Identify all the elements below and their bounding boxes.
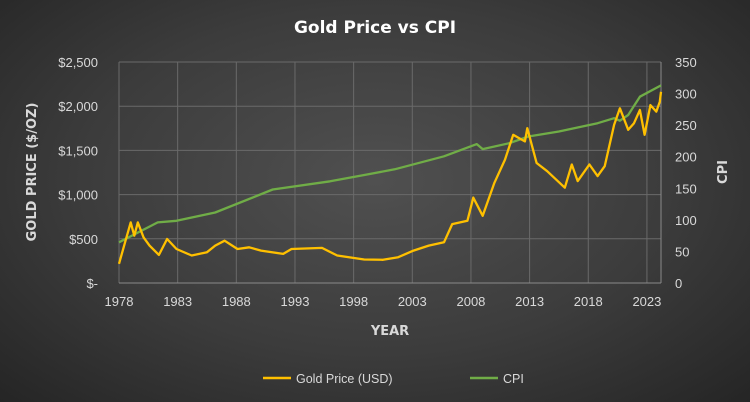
legend: Gold Price (USD) CPI xyxy=(263,372,524,386)
x-tick-label: 2003 xyxy=(398,294,427,309)
series-lines xyxy=(117,84,663,265)
x-tick-label: 1978 xyxy=(105,294,134,309)
x-tick-label: 1983 xyxy=(163,294,192,309)
y-axis-label: GOLD PRICE ($/OZ) xyxy=(25,103,40,242)
y2-tick-label: 0 xyxy=(675,276,682,291)
tick-labels: $- $500 $1,000 $1,500 $2,000 $2,500 0 50 100 150 2… xyxy=(58,55,696,309)
y-tick-label: $2,000 xyxy=(58,99,98,114)
y-tick-label: $1,000 xyxy=(58,188,98,203)
gold-price-line xyxy=(117,91,663,265)
y2-tick-label: 100 xyxy=(675,213,697,228)
x-tick-label: 1993 xyxy=(281,294,310,309)
x-tick-label: 2013 xyxy=(515,294,544,309)
x-tick-label: 1988 xyxy=(222,294,251,309)
x-tick-label: 2018 xyxy=(574,294,603,309)
y2-tick-label: 300 xyxy=(675,87,697,102)
y2-tick-label: 50 xyxy=(675,244,689,259)
legend-label-cpi: CPI xyxy=(503,372,524,386)
x-axis-label: YEAR xyxy=(370,324,409,339)
y-tick-label: $2,500 xyxy=(58,55,98,70)
y-tick-label: $1,500 xyxy=(58,143,98,158)
y-tick-label: $500 xyxy=(69,232,98,247)
x-tick-label: 2008 xyxy=(456,294,485,309)
cpi-line xyxy=(118,84,662,244)
x-tick-label: 1998 xyxy=(339,294,368,309)
y-tick-label: $- xyxy=(86,276,98,291)
y2-tick-label: 250 xyxy=(675,118,697,133)
chart-title: Gold Price vs CPI xyxy=(294,18,456,38)
y2-tick-label: 200 xyxy=(675,150,697,165)
y2-tick-label: 150 xyxy=(675,181,697,196)
gridlines xyxy=(118,61,662,284)
y2-tick-label: 350 xyxy=(675,55,697,70)
y2-axis-label: CPI xyxy=(716,160,731,184)
legend-label-gold: Gold Price (USD) xyxy=(296,372,393,386)
x-tick-label: 2023 xyxy=(632,294,661,309)
